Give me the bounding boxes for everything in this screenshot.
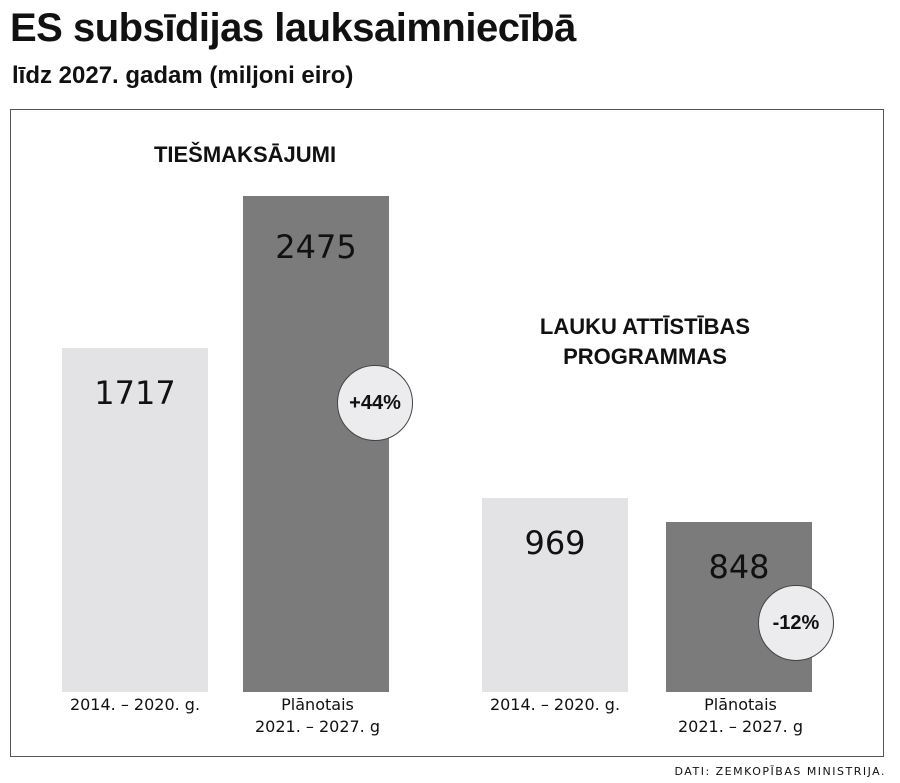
bar-value-label: 848	[708, 548, 770, 586]
bar-rural-2014-2020: 969	[482, 498, 628, 692]
bar-direct-2014-2020: 1717	[62, 348, 208, 692]
bar-value-label: 969	[524, 524, 586, 562]
bar-value-label: 2475	[275, 228, 357, 266]
chart-title: ES subsīdijas lauksaimniecībā	[10, 6, 576, 50]
chart-subtitle: līdz 2027. gadam (miljoni eiro)	[12, 62, 354, 89]
change-badge-rural: -12%	[758, 585, 834, 661]
bar-value-label: 1717	[94, 374, 176, 412]
group-title-line: PROGRAMMAS	[563, 344, 727, 369]
chart-frame	[10, 109, 884, 757]
bar-direct-2021-2027: 2475	[243, 196, 389, 692]
group-title-rural-development: LAUKU ATTĪSTĪBAS PROGRAMMAS	[500, 312, 790, 372]
category-label-rural-2014: 2014. – 2020. g.	[470, 694, 640, 716]
category-label-line: Plānotais	[281, 695, 354, 714]
category-label-line: 2021. – 2027. g	[254, 717, 381, 736]
category-label-rural-2021: Plānotais 2021. – 2027. g	[658, 694, 823, 738]
category-label-line: 2021. – 2027. g	[677, 717, 804, 736]
category-label-direct-2014: 2014. – 2020. g.	[55, 694, 215, 716]
change-badge-direct: +44%	[337, 365, 413, 441]
group-title-direct-payments: TIEŠMAKSĀJUMI	[153, 142, 337, 167]
group-title-line: LAUKU ATTĪSTĪBAS	[539, 314, 751, 339]
category-label-line: Plānotais	[704, 695, 777, 714]
category-label-line: 2014. – 2020. g.	[489, 695, 621, 714]
source-note: DATI: ZEMKOPĪBAS MINISTRIJA.	[674, 765, 886, 778]
category-label-direct-2021: Plānotais 2021. – 2027. g	[235, 694, 400, 738]
category-label-line: 2014. – 2020. g.	[69, 695, 201, 714]
